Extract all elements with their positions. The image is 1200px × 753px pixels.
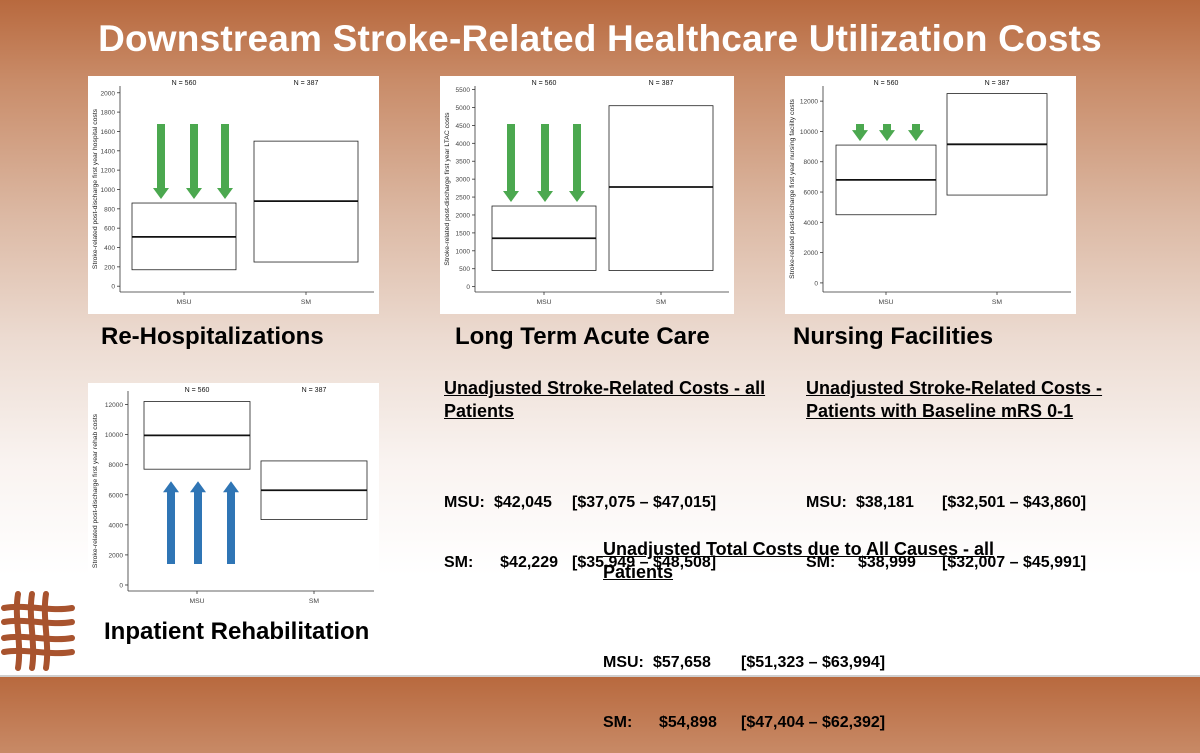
y-tick-label: 1600 <box>101 129 116 136</box>
arrow-down-icon <box>908 124 924 142</box>
chart-rehospitalizations: 0 200 400 600 800 1000 1200 1400 1600 1800 2000 Str… <box>92 80 374 306</box>
y-tick-label: 3500 <box>456 159 471 166</box>
x-tick-label: SM <box>309 598 320 605</box>
x-tick-label: SM <box>656 299 667 306</box>
y-tick-label: 12000 <box>105 402 123 409</box>
y-tick-label: 0 <box>111 284 115 291</box>
arrow-down-icon <box>569 124 585 203</box>
x-tick-label: MSU <box>878 299 893 306</box>
n-label: N = 560 <box>532 80 557 87</box>
x-tick-label: MSU <box>536 299 551 306</box>
y-tick-label: 0 <box>466 284 470 291</box>
arrow-up-icon <box>223 481 239 564</box>
y-tick-label: 2000 <box>101 90 116 97</box>
caption-rehospitalizations: Re-Hospitalizations <box>101 323 324 350</box>
y-tick-label: 1400 <box>101 148 116 155</box>
footer-divider <box>0 675 1200 677</box>
slide-title: Downstream Stroke-Related Healthcare Uti… <box>98 18 1102 59</box>
x-tick-label: SM <box>992 299 1003 306</box>
n-label: N = 387 <box>985 80 1010 87</box>
x-tick-label: SM <box>301 299 312 306</box>
y-tick-label: 6000 <box>109 492 124 499</box>
cost-row-sm: SM: $54,898 [$47,404 – $62,392] <box>603 714 886 731</box>
arrow-down-icon <box>852 124 868 142</box>
costs-heading-total: Unadjusted Total Costs due to All Causes… <box>603 539 995 582</box>
n-label: N = 387 <box>649 80 674 87</box>
y-tick-label: 6000 <box>804 190 819 197</box>
y-tick-label: 10000 <box>800 129 818 136</box>
y-tick-label: 400 <box>104 245 115 252</box>
chart-ltac: 0 500 1000 1500 2000 2500 3000 3500 4000 4500 5000… <box>444 80 729 306</box>
cost-row-msu: MSU: $57,658 [$51,323 – $63,994] <box>603 654 886 671</box>
chart-panel-rehospitalizations: 0 200 400 600 800 1000 1200 1400 1600 1800 2000 Str… <box>88 76 379 314</box>
n-label: N = 560 <box>874 80 899 87</box>
x-tick-label: MSU <box>176 299 191 306</box>
chart-nursing: 0 2000 4000 6000 8000 10000 12000 Stroke-relate… <box>789 80 1071 306</box>
y-tick-label: 10000 <box>105 432 123 439</box>
y-tick-label: 800 <box>104 206 115 213</box>
y-tick-label: 1500 <box>456 230 471 237</box>
y-tick-label: 2000 <box>456 212 471 219</box>
y-tick-label: 5000 <box>456 105 471 112</box>
y-tick-label: 1000 <box>101 187 116 194</box>
y-tick-label: 5500 <box>456 87 471 94</box>
n-label: N = 387 <box>294 80 319 87</box>
caption-ltac: Long Term Acute Care <box>455 323 710 350</box>
y-tick-label: 1800 <box>101 110 116 117</box>
y-tick-label: 2000 <box>109 552 124 559</box>
n-label: N = 387 <box>302 387 327 394</box>
y-tick-label: 4000 <box>456 141 471 148</box>
chart-panel-nursing: 0 2000 4000 6000 8000 10000 12000 Stroke-relate… <box>785 76 1076 314</box>
y-tick-label: 200 <box>104 264 115 271</box>
cost-row-sm: SM: $38,999 [$32,007 – $45,991] <box>806 554 1087 571</box>
n-label: N = 560 <box>185 387 210 394</box>
y-tick-label: 4500 <box>456 123 471 130</box>
caption-rehab: Inpatient Rehabilitation <box>104 618 370 645</box>
arrow-down-icon <box>186 124 202 200</box>
cost-row-sm: SM: $42,229 [$35,949 – $48,508] <box>444 554 717 571</box>
cost-row-msu: MSU: $42,045 [$37,075 – $47,015] <box>444 494 717 511</box>
y-tick-label: 8000 <box>109 462 124 469</box>
arrow-down-icon <box>217 124 233 200</box>
costs-all-patients: MSU: $42,045 [$37,075 – $47,015] SM: $42,22… <box>444 453 716 593</box>
y-tick-label: 1000 <box>456 248 471 255</box>
costs-total-all-causes: MSU: $57,658 [$51,323 – $63,994] SM: $54,89… <box>603 613 885 753</box>
y-tick-label: 600 <box>104 226 115 233</box>
n-label: N = 560 <box>172 80 197 87</box>
y-axis-label: Stroke-related post-discharge first year… <box>444 112 451 266</box>
arrow-down-icon <box>537 124 553 203</box>
y-axis-label: Stroke-related post-discharge first year… <box>92 108 99 269</box>
y-tick-label: 12000 <box>800 99 818 106</box>
y-tick-label: 0 <box>814 280 818 287</box>
y-tick-label: 2500 <box>456 195 471 202</box>
y-tick-label: 1200 <box>101 168 116 175</box>
chart-panel-ltac: 0 500 1000 1500 2000 2500 3000 3500 4000 4500 5000… <box>440 76 734 314</box>
chart-panel-rehab: 0 2000 4000 6000 8000 10000 12000 Stroke-relate… <box>88 383 379 611</box>
y-tick-label: 8000 <box>804 159 819 166</box>
caption-nursing: Nursing Facilities <box>793 323 994 350</box>
y-tick-label: 4000 <box>109 522 124 529</box>
costs-heading-all: Unadjusted Stroke-Related Costs - all Pa… <box>444 378 766 421</box>
y-tick-label: 4000 <box>804 220 819 227</box>
arrow-down-icon <box>879 124 895 142</box>
arrow-down-icon <box>153 124 169 200</box>
cost-row-msu: MSU: $38,181 [$32,501 – $43,860] <box>806 494 1087 511</box>
arrow-up-icon <box>190 481 206 564</box>
y-tick-label: 2000 <box>804 250 819 257</box>
institution-logo <box>1 591 75 671</box>
y-tick-label: 0 <box>119 582 123 589</box>
y-tick-label: 500 <box>459 266 470 273</box>
arrow-down-icon <box>503 124 519 203</box>
y-tick-label: 3000 <box>456 177 471 184</box>
y-axis-label: Stroke-related post-discharge first year… <box>789 98 796 278</box>
arrow-up-icon <box>163 481 179 564</box>
x-tick-label: MSU <box>189 598 204 605</box>
costs-mrs-patients: MSU: $38,181 [$32,501 – $43,860] SM: $38,99… <box>806 453 1086 593</box>
costs-heading-mrs: Unadjusted Stroke-Related Costs - Patien… <box>806 378 1103 421</box>
box-sm <box>608 105 714 271</box>
y-axis-label: Stroke-related post-discharge first year… <box>92 413 99 568</box>
chart-rehab: 0 2000 4000 6000 8000 10000 12000 Stroke-relate… <box>92 387 374 605</box>
